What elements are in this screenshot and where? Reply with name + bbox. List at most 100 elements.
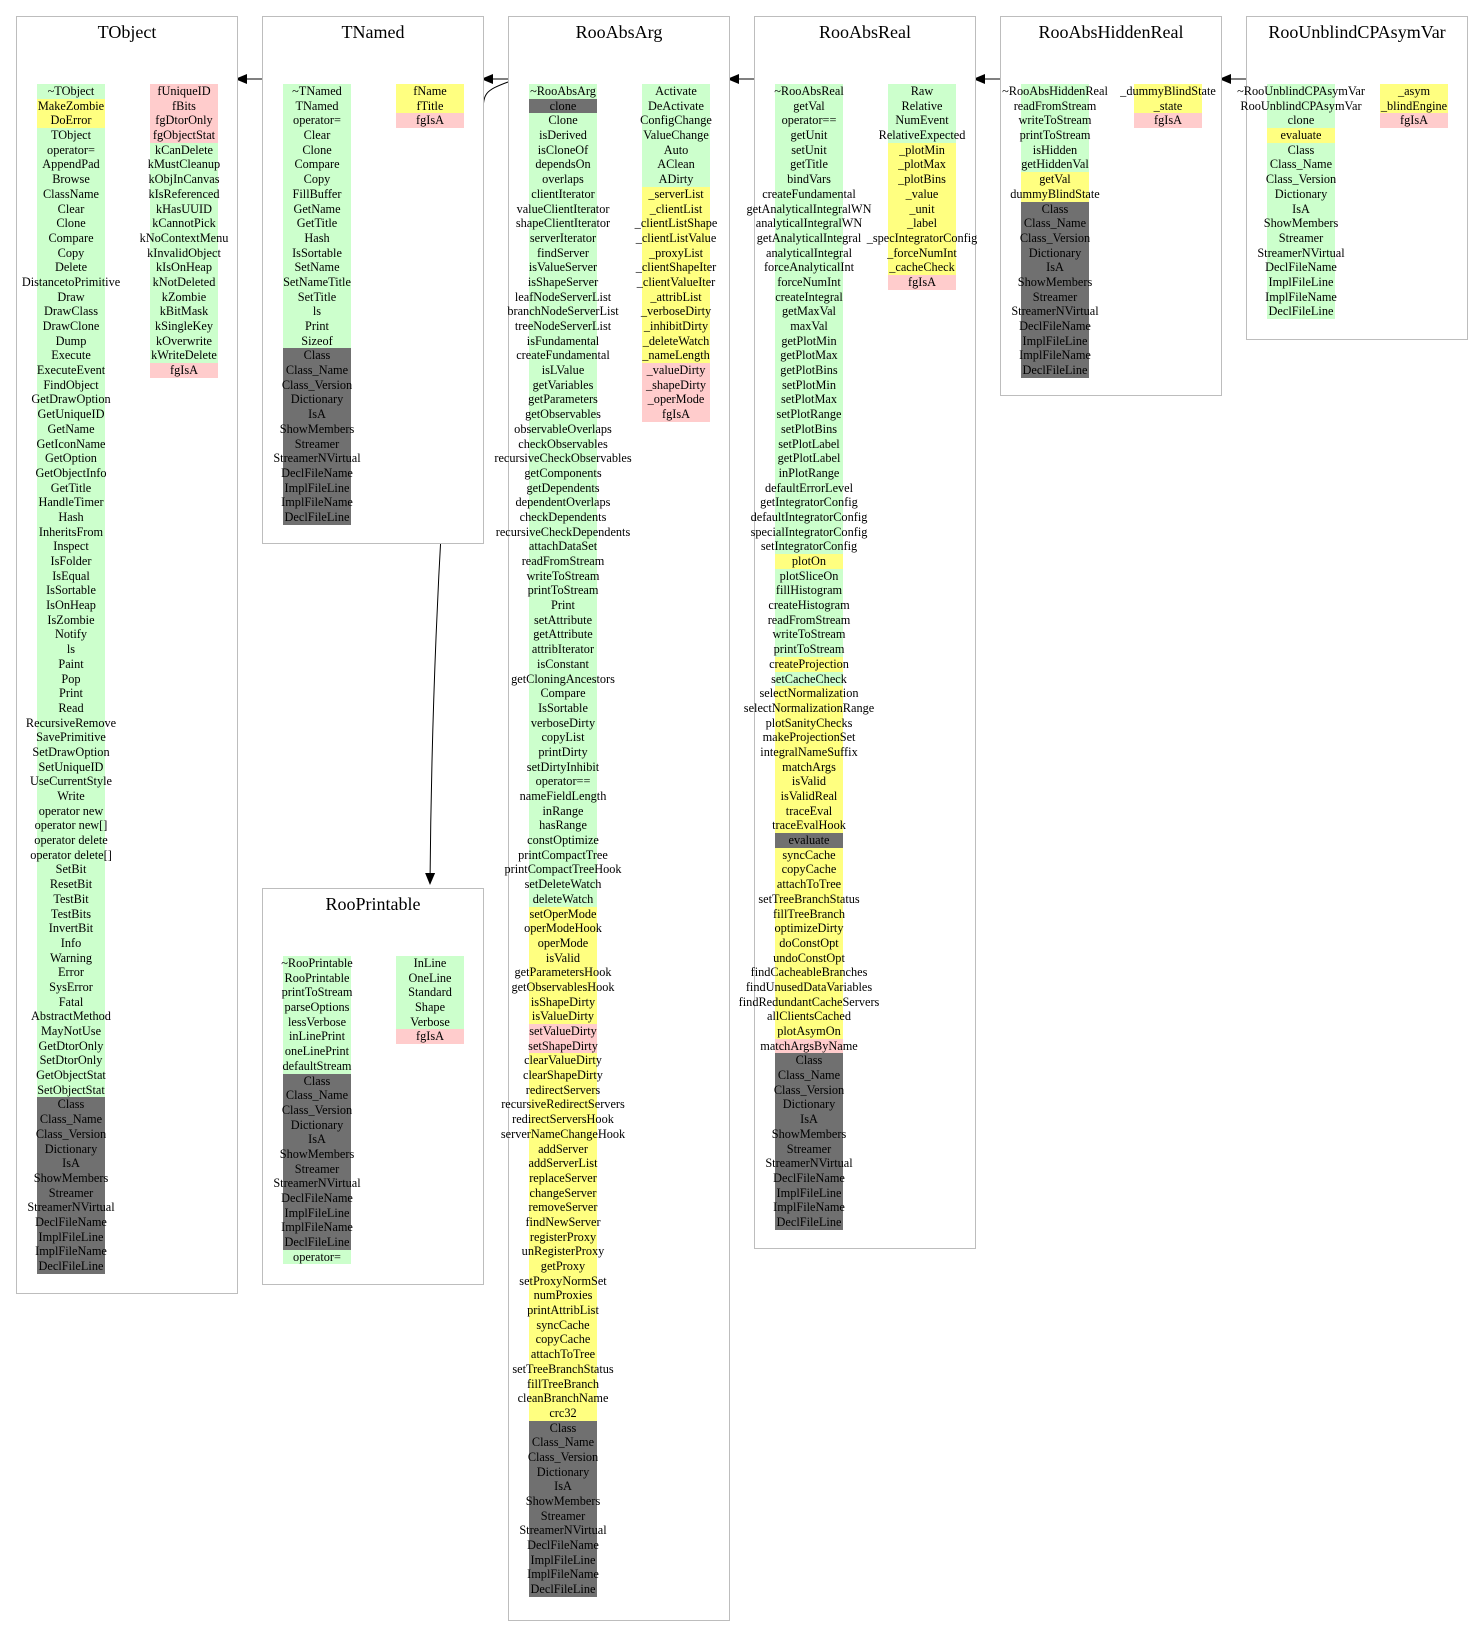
- method-label: operator=: [293, 113, 341, 128]
- method-public: Clone: [37, 216, 105, 231]
- method-public: createFundamental: [762, 186, 856, 202]
- member-protected: fTitle: [396, 98, 464, 114]
- method-label: addServer: [538, 1141, 588, 1156]
- method-public: FillBuffer: [283, 186, 351, 202]
- method-public: SetTitle: [283, 289, 351, 305]
- method-label: isLValue: [541, 363, 585, 378]
- member-list: fUniqueID fBits fgDtorOnly fgObjectStat kCan…: [140, 84, 228, 378]
- method-label: shapeClientIterator: [515, 216, 611, 231]
- method-label: Clear: [57, 201, 85, 216]
- method-public: printToStream: [528, 583, 598, 599]
- method-public: TObject: [37, 128, 105, 143]
- method-private: matchArgsByName: [760, 1038, 858, 1054]
- method-label: makeProjectionSet: [762, 730, 856, 745]
- method-label: Paint: [58, 656, 84, 671]
- method-label: matchArgsByName: [760, 1038, 858, 1053]
- member-label: fgIsA: [661, 407, 690, 422]
- method-inherited: Class_Version: [36, 1126, 106, 1142]
- method-public: printToStream: [1020, 128, 1090, 143]
- method-label: operator delete[]: [30, 847, 112, 862]
- method-label: clearShapeDirty: [523, 1068, 603, 1083]
- method-public: SetName: [283, 260, 351, 275]
- method-label: setCacheCheck: [771, 671, 847, 686]
- method-public: IsSortable: [37, 583, 105, 599]
- method-public: Clear: [283, 128, 351, 143]
- method-protected: evaluate: [1267, 128, 1335, 143]
- method-label: setUnit: [791, 142, 827, 157]
- member-protected: _serverList: [642, 186, 710, 202]
- method-label: replaceServer: [529, 1170, 597, 1185]
- method-public: Class: [1267, 142, 1335, 158]
- member-label: _label: [906, 216, 938, 231]
- method-public: IsSortable: [283, 245, 351, 261]
- method-label: ImplFileName: [773, 1200, 845, 1215]
- method-label: IsFolder: [50, 554, 92, 568]
- method-public: valueClientIterator: [517, 201, 609, 217]
- method-label: IsA: [308, 407, 326, 422]
- method-inherited: Class_Version: [282, 1102, 352, 1118]
- method-public: Dump: [37, 333, 105, 349]
- member-label: _proxyList: [649, 245, 703, 260]
- method-protected: addServer: [529, 1141, 597, 1157]
- member-protected: fName: [396, 84, 464, 99]
- method-label: Clear: [303, 128, 331, 143]
- method-inherited: ImplFileLine: [1021, 333, 1089, 349]
- member-label: fgIsA: [907, 274, 936, 289]
- method-inherited: Class_Name: [1021, 216, 1089, 231]
- method-public: IsSortable: [529, 700, 597, 716]
- method-inherited: Class_Version: [528, 1449, 598, 1465]
- method-public: Compare: [283, 157, 351, 173]
- method-label: lessVerbose: [287, 1014, 347, 1029]
- member-protected: _asym: [1380, 84, 1448, 99]
- method-label: TestBits: [50, 906, 92, 921]
- method-label: isFundamental: [526, 333, 600, 348]
- method-label: DeclFileLine: [1022, 363, 1088, 378]
- method-protected: matchArgs: [775, 759, 843, 775]
- method-label: getParameters: [528, 392, 598, 407]
- method-public: dependentOverlaps: [516, 495, 610, 510]
- method-label: specialIntegratorConfig: [750, 524, 868, 539]
- method-public: GetObjectStat: [36, 1068, 106, 1083]
- method-inherited: Streamer: [283, 1161, 351, 1177]
- method-inherited: Dictionary: [529, 1464, 597, 1480]
- method-label: IsA: [308, 1132, 326, 1147]
- method-public: IsZombie: [37, 612, 105, 628]
- method-inherited: Dictionary: [775, 1097, 843, 1113]
- method-public: InvertBit: [37, 921, 105, 936]
- method-label: fillHistogram: [775, 583, 843, 598]
- member-public: Relative: [888, 98, 956, 114]
- method-label: AppendPad: [42, 157, 100, 172]
- member-public: kWriteDelete: [150, 348, 218, 364]
- method-label: isShapeDirty: [530, 994, 596, 1009]
- method-label: DeclFileName: [773, 1170, 845, 1185]
- method-private: setValueDirty: [529, 1024, 597, 1039]
- method-label: TestBit: [53, 891, 89, 906]
- member-label: Standard: [408, 985, 452, 1000]
- method-inherited: ImplFileLine: [37, 1229, 105, 1245]
- method-label: DrawClone: [42, 319, 100, 333]
- method-label: RecursiveRemove: [25, 715, 117, 730]
- method-protected: replaceServer: [529, 1170, 597, 1186]
- method-public: ~RooAbsArg: [529, 84, 597, 99]
- method-label: observableOverlaps: [514, 421, 612, 436]
- method-label: StreamerNVirtual: [273, 1176, 361, 1191]
- method-label: setDirtyInhibit: [526, 759, 600, 774]
- method-public: getAnalyticalIntegralWN: [747, 201, 871, 217]
- method-label: Class_Version: [1019, 230, 1091, 245]
- method-label: getDependents: [526, 480, 600, 495]
- method-public: Copy: [283, 172, 351, 187]
- member-label: _inhibitDirty: [643, 319, 709, 333]
- member-protected: _specIntegratorConfig: [867, 230, 977, 246]
- method-label: inPlotRange: [778, 465, 840, 480]
- method-inherited: Class_Name: [283, 1088, 351, 1103]
- member-protected: _attribList: [642, 289, 710, 305]
- method-public: Compare: [37, 230, 105, 246]
- method-label: Hash: [58, 509, 84, 524]
- method-protected: getVal: [1021, 172, 1089, 187]
- member-public: ADirty: [642, 172, 710, 187]
- method-label: getTitle: [790, 157, 828, 172]
- method-protected: DoError: [37, 113, 105, 129]
- member-protected: _cacheCheck: [888, 260, 956, 275]
- method-label: bindVars: [787, 172, 831, 187]
- method-public: createFundamental: [516, 348, 610, 364]
